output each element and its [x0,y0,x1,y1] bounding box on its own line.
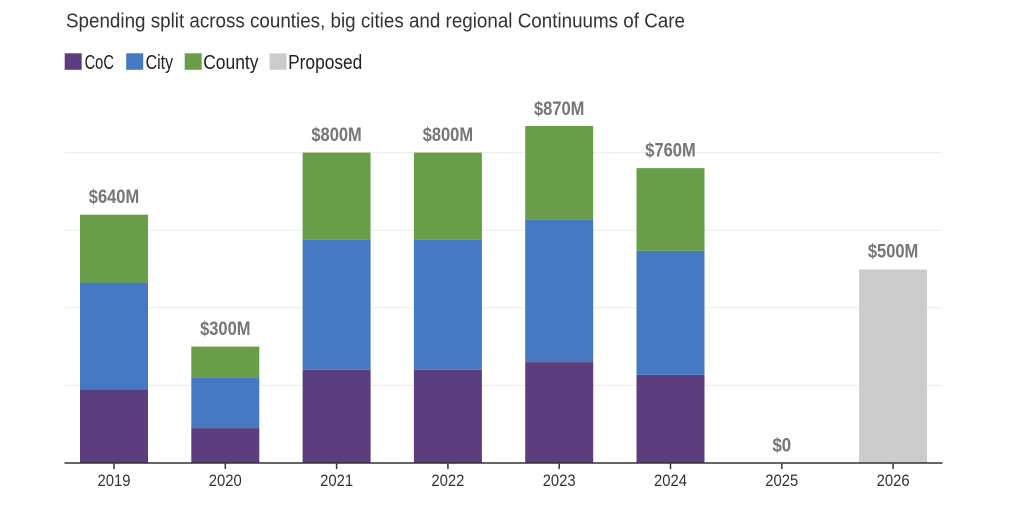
svg-text:2022: 2022 [431,471,464,490]
svg-text:$870M: $870M [534,99,584,120]
svg-text:2021: 2021 [320,471,353,490]
svg-text:2024: 2024 [654,471,687,490]
svg-text:$760M: $760M [645,140,695,161]
svg-text:County: County [203,52,258,74]
svg-text:Proposed: Proposed [288,52,362,74]
svg-text:$800M: $800M [311,125,361,146]
svg-text:$300M: $300M [200,319,250,340]
svg-text:2020: 2020 [209,471,242,490]
svg-text:2023: 2023 [543,471,576,490]
svg-text:$640M: $640M [89,187,139,208]
svg-text:2019: 2019 [98,471,131,490]
svg-text:2025: 2025 [765,471,798,490]
svg-text:Spending split across counties: Spending split across counties, big citi… [66,11,685,33]
svg-text:$500M: $500M [868,242,918,263]
svg-text:$800M: $800M [423,125,473,146]
svg-text:CoC: CoC [85,52,114,74]
svg-text:City: City [146,52,174,74]
svg-text:2026: 2026 [877,471,910,490]
svg-text:$0: $0 [772,436,791,457]
